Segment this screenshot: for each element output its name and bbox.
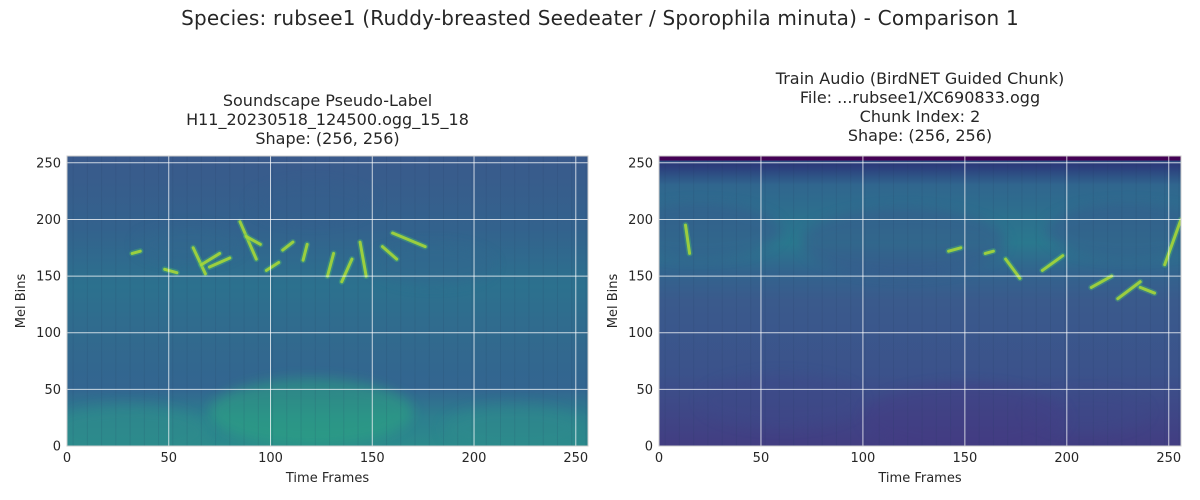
call-glow bbox=[324, 250, 337, 280]
call-trace bbox=[130, 249, 142, 255]
call-glow bbox=[982, 248, 997, 257]
x-tick-label: 150 bbox=[360, 451, 385, 466]
call-trace bbox=[380, 245, 399, 261]
plot-frame bbox=[66, 155, 589, 447]
x-tick-label: 0 bbox=[63, 451, 71, 466]
call-trace bbox=[163, 267, 179, 275]
x-tick-label: 0 bbox=[655, 451, 663, 466]
call-glow bbox=[161, 266, 180, 276]
y-tick-label: 0 bbox=[645, 440, 653, 455]
call-trace bbox=[1004, 257, 1022, 280]
call-glow bbox=[263, 259, 282, 274]
call-glow bbox=[1088, 273, 1115, 291]
call-glow bbox=[389, 230, 429, 250]
x-tick-label: 200 bbox=[1054, 451, 1079, 466]
call-trace bbox=[207, 256, 232, 269]
x-tick-label: 250 bbox=[563, 451, 588, 466]
x-tick-label: 100 bbox=[850, 451, 875, 466]
y-tick-label: 250 bbox=[628, 156, 653, 171]
y-tick-label: 100 bbox=[36, 326, 61, 341]
y-tick-label: 100 bbox=[628, 326, 653, 341]
spectrogram-chart-train-audio: 0 50 100 150 200 250 0 50 100 150 200 250 Time Frame… bbox=[606, 155, 1182, 486]
call-trace bbox=[947, 246, 963, 253]
call-glow bbox=[1114, 278, 1144, 302]
title-line-2: File: ...rubsee1/XC690833.ogg bbox=[799, 88, 1041, 107]
y-tick-label: 50 bbox=[44, 383, 61, 398]
y-tick-label: 150 bbox=[628, 270, 653, 285]
call-glow bbox=[198, 250, 223, 268]
x-tick-label: 150 bbox=[952, 451, 977, 466]
call-glow bbox=[945, 244, 964, 255]
call-trace bbox=[391, 231, 427, 249]
call-trace bbox=[199, 251, 222, 267]
title-line-1: Soundscape Pseudo-Label bbox=[222, 91, 433, 110]
call-trace bbox=[1163, 217, 1181, 267]
call-glow bbox=[379, 243, 400, 263]
call-trace bbox=[684, 223, 692, 255]
figure-suptitle: Species: rubsee1 (Ruddy-breasted Seedeat… bbox=[181, 6, 1019, 30]
title-line-3: Shape: (256, 256) bbox=[255, 129, 400, 148]
panel-title-train-audio: Train Audio (BirdNET Guided Chunk) File:… bbox=[659, 69, 1181, 145]
title-line-2: H11_20230518_124500.ogg_15_18 bbox=[186, 110, 469, 129]
call-trace bbox=[1040, 254, 1065, 272]
call-glow bbox=[190, 244, 209, 277]
y-tick-label: 150 bbox=[36, 270, 61, 285]
call-glow bbox=[129, 248, 144, 257]
top-band bbox=[659, 156, 1181, 161]
call-glow bbox=[206, 254, 233, 271]
call-trace bbox=[1116, 280, 1142, 301]
call-trace bbox=[238, 220, 258, 261]
call-glow bbox=[300, 241, 311, 264]
call-glow bbox=[682, 222, 693, 257]
call-trace bbox=[1089, 274, 1114, 289]
call-trace bbox=[340, 257, 354, 284]
call-trace bbox=[326, 251, 336, 278]
x-axis-label: Time Frames bbox=[877, 471, 961, 486]
x-tick-label: 250 bbox=[1156, 451, 1181, 466]
y-axis-label: Mel Bins bbox=[14, 274, 29, 329]
title-line-4: Shape: (256, 256) bbox=[847, 126, 993, 145]
y-tick-label: 200 bbox=[36, 213, 61, 228]
call-trace bbox=[281, 240, 295, 252]
x-tick-label: 50 bbox=[160, 451, 177, 466]
call-glow bbox=[1161, 216, 1181, 268]
title-line-1: Train Audio (BirdNET Guided Chunk) bbox=[775, 69, 1065, 88]
x-tick-label: 200 bbox=[462, 451, 487, 466]
call-trace bbox=[191, 246, 207, 276]
call-glow bbox=[338, 256, 355, 285]
x-axis-label: Time Frames bbox=[285, 471, 369, 486]
call-trace bbox=[983, 249, 995, 255]
call-trace bbox=[358, 240, 368, 278]
call-trace bbox=[244, 234, 262, 246]
y-tick-label: 0 bbox=[53, 440, 61, 455]
y-axis-label: Mel Bins bbox=[606, 274, 621, 329]
y-tick-label: 250 bbox=[36, 156, 61, 171]
call-glow bbox=[357, 239, 370, 280]
spectrogram-chart-soundscape: 0 50 100 150 200 250 0 50 100 150 200 250 Time Frame… bbox=[14, 155, 589, 486]
call-glow bbox=[1039, 252, 1066, 274]
call-glow bbox=[279, 239, 296, 254]
call-trace bbox=[301, 242, 309, 262]
call-glow bbox=[243, 233, 264, 248]
plot-frame bbox=[658, 155, 1182, 447]
title-line-3: Chunk Index: 2 bbox=[859, 107, 981, 126]
x-tick-label: 50 bbox=[753, 451, 770, 466]
call-glow bbox=[1137, 284, 1158, 297]
y-tick-label: 50 bbox=[636, 383, 653, 398]
call-glow bbox=[1002, 256, 1023, 282]
panel-title-soundscape: Soundscape Pseudo-Label H11_20230518_124… bbox=[67, 91, 588, 148]
call-trace bbox=[264, 260, 281, 272]
x-tick-label: 100 bbox=[258, 451, 283, 466]
call-trace bbox=[1138, 285, 1156, 295]
call-glow bbox=[236, 218, 260, 263]
y-tick-label: 200 bbox=[628, 213, 653, 228]
